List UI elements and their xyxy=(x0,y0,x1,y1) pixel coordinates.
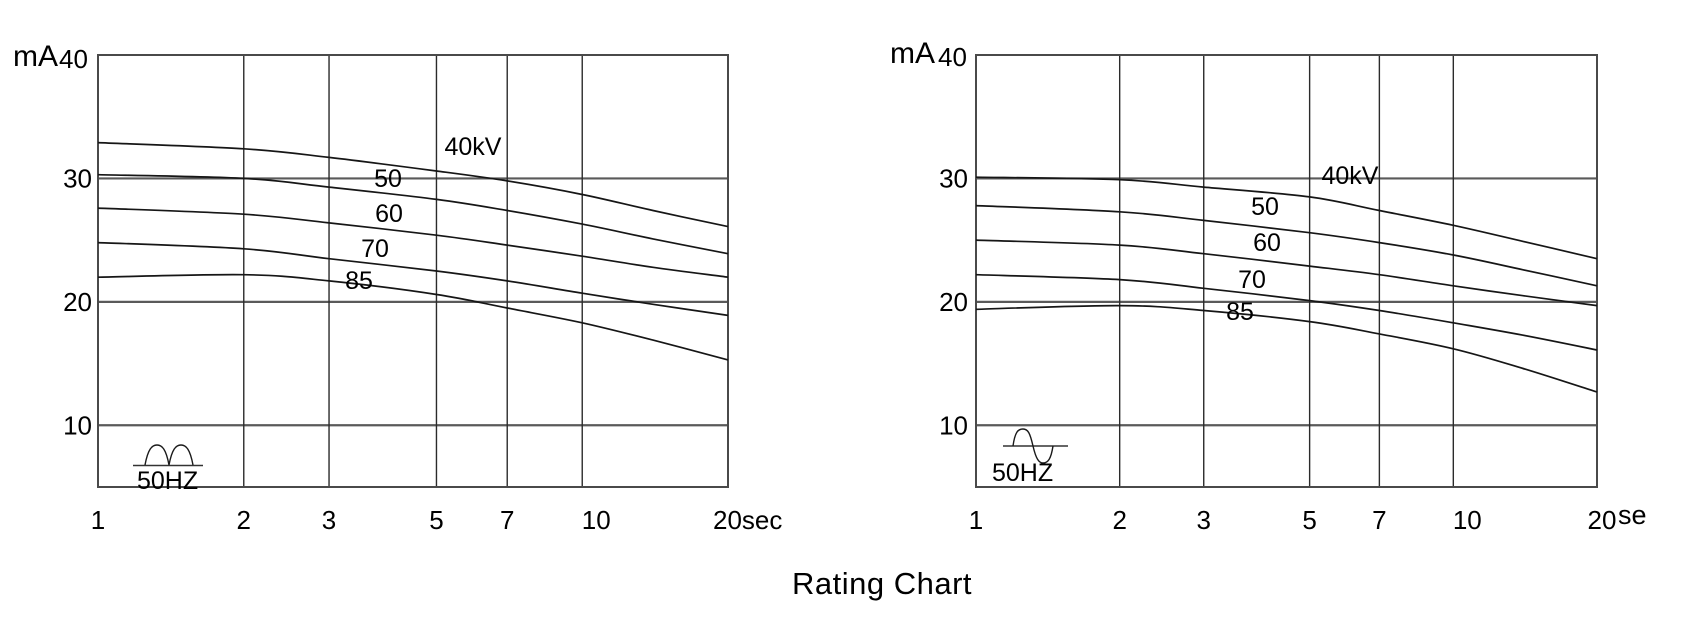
y-tick-label-40: 40 xyxy=(59,44,88,74)
curve-40kV xyxy=(975,176,1598,260)
y-tick-label-20: 20 xyxy=(63,287,92,317)
frequency-label: 50HZ xyxy=(992,459,1053,487)
curve-label-85: 85 xyxy=(1226,298,1254,326)
y-tick-label-10: 10 xyxy=(63,410,92,440)
x-axis-unit-label: se xyxy=(1618,500,1647,530)
curve-label-60: 60 xyxy=(1253,229,1281,257)
curve-85 xyxy=(975,304,1598,393)
frequency-label: 50HZ xyxy=(137,467,198,495)
y-tick-label-30: 30 xyxy=(63,163,92,193)
y-tick-label-30: 30 xyxy=(939,163,968,193)
curve-label-40kV: 40kV xyxy=(445,133,502,161)
y-axis-unit-label: mA xyxy=(13,40,58,73)
y-axis-unit-label: mA xyxy=(890,37,935,70)
plot-border xyxy=(975,54,1598,488)
curve-label-70: 70 xyxy=(1238,266,1266,294)
curve-label-70: 70 xyxy=(361,235,389,263)
curve-label-50: 50 xyxy=(1251,193,1279,221)
y-tick-label-20: 20 xyxy=(939,287,968,317)
x-tick-label-1: 1 xyxy=(969,505,983,535)
y-tick-label-10: 10 xyxy=(939,410,968,440)
x-tick-label-7: 7 xyxy=(500,505,514,535)
curve-label-40kV: 40kV xyxy=(1322,162,1379,190)
curve-50 xyxy=(97,173,729,255)
curve-70 xyxy=(975,273,1598,351)
x-tick-label-3: 3 xyxy=(1197,505,1211,535)
curve-85 xyxy=(97,273,729,361)
curve-40kV xyxy=(97,141,729,228)
curve-50 xyxy=(975,204,1598,287)
curve-label-50: 50 xyxy=(374,165,402,193)
x-tick-label-5: 5 xyxy=(1302,505,1316,535)
x-tick-label-10: 10 xyxy=(1453,505,1482,535)
chart-caption: Rating Chart xyxy=(791,566,973,601)
x-tick-label-2: 2 xyxy=(237,505,251,535)
curve-70 xyxy=(97,241,729,317)
y-tick-label-40: 40 xyxy=(938,42,967,72)
x-tick-label-1: 1 xyxy=(91,505,105,535)
curve-label-60: 60 xyxy=(375,200,403,228)
x-tick-label-20sec: 20sec xyxy=(713,505,782,535)
plot-border xyxy=(97,54,729,488)
curve-60 xyxy=(975,239,1598,307)
x-tick-label-7: 7 xyxy=(1372,505,1386,535)
x-tick-label-10: 10 xyxy=(582,505,611,535)
x-tick-label-20: 20 xyxy=(1588,505,1617,535)
full-wave-rectified-waveform-icon-humps xyxy=(144,444,194,466)
sine-waveform-icon-wave xyxy=(1012,428,1054,464)
curve-label-85: 85 xyxy=(345,267,373,295)
x-tick-label-2: 2 xyxy=(1112,505,1126,535)
curve-60 xyxy=(97,207,729,279)
x-tick-label-5: 5 xyxy=(429,505,443,535)
x-tick-label-3: 3 xyxy=(322,505,336,535)
